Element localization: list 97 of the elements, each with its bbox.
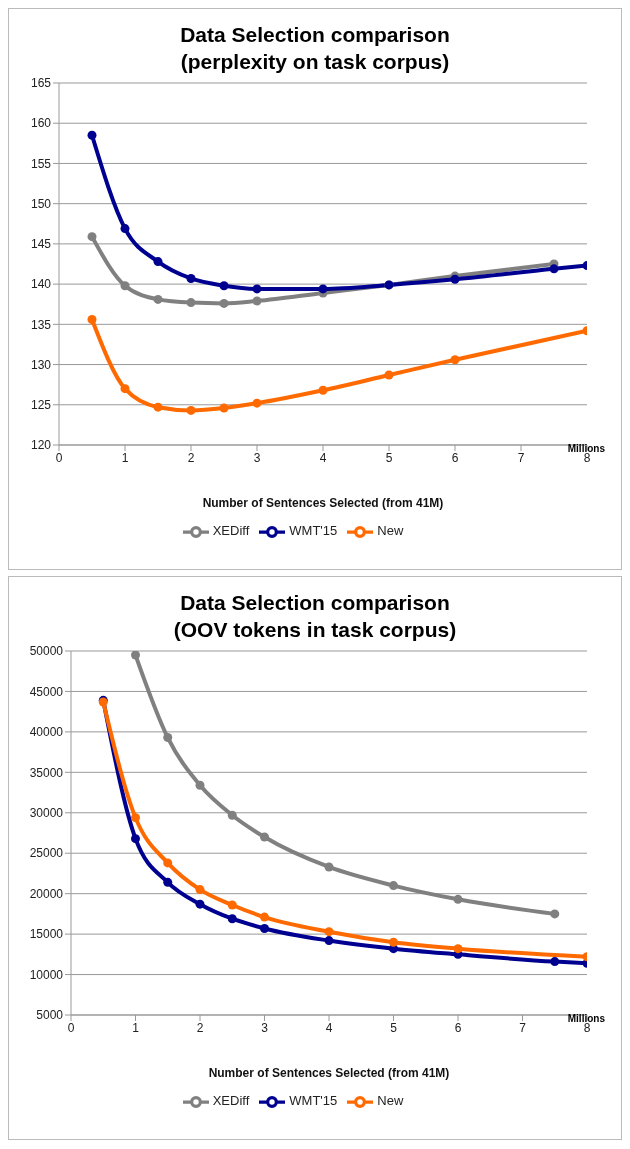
x-tick-label: 7 <box>517 450 525 465</box>
y-tick-label: 140 <box>30 277 52 292</box>
point <box>195 885 205 895</box>
y-tick-label: 25000 <box>29 846 64 861</box>
chart-subtitle: (OOV tokens in task corpus) <box>172 617 458 643</box>
x-tick-label: 7 <box>519 1020 527 1035</box>
legend-label: WMT'15 <box>289 523 338 539</box>
point <box>163 733 173 743</box>
legend-label: XEDiff <box>212 523 250 539</box>
point <box>87 315 97 325</box>
x-tick-label: 1 <box>132 1020 140 1035</box>
x-tick-label: 0 <box>55 450 63 465</box>
x-tick-label: 5 <box>385 450 393 465</box>
y-tick-label: 50000 <box>29 644 64 659</box>
y-tick-label: 10000 <box>29 967 64 982</box>
x-tick-label: 6 <box>454 1020 462 1035</box>
chart-subtitle: (perplexity on task corpus) <box>179 49 451 75</box>
x-tick-label: 3 <box>253 450 261 465</box>
point <box>324 862 334 872</box>
point <box>227 810 237 820</box>
chart-title: Data Selection comparison <box>179 22 451 48</box>
point <box>153 402 163 412</box>
point <box>120 281 130 291</box>
point <box>87 130 97 140</box>
point <box>186 405 196 415</box>
point <box>195 899 205 909</box>
y-tick-label: 145 <box>30 237 52 252</box>
x-tick-label: 0 <box>67 1020 75 1035</box>
y-tick-label: 5000 <box>36 1008 64 1023</box>
chart-title: Data Selection comparison <box>179 590 451 616</box>
point <box>260 912 269 922</box>
y-tick-label: 40000 <box>29 725 64 740</box>
x-tick-label: 6 <box>451 450 459 465</box>
x-tick-label: 1 <box>121 450 129 465</box>
point <box>219 403 229 413</box>
point <box>318 284 328 294</box>
x-tick-label: 5 <box>390 1020 398 1035</box>
y-tick-label: 135 <box>30 317 52 332</box>
point <box>120 224 130 234</box>
legend-label: XEDiff <box>212 1093 250 1109</box>
x-axis-title: Number of Sentences Selected (from 41M) <box>208 1066 450 1080</box>
point <box>153 294 163 304</box>
point <box>87 232 97 242</box>
point <box>549 264 559 274</box>
legend-label: New <box>377 1093 404 1109</box>
point <box>131 651 140 660</box>
point <box>227 900 237 910</box>
point <box>186 298 196 308</box>
point <box>219 298 229 308</box>
legend-label: New <box>377 523 404 539</box>
point <box>550 909 560 919</box>
x-tick-label: 2 <box>196 1020 204 1035</box>
y-tick-label: 165 <box>30 76 52 91</box>
point <box>153 257 163 267</box>
point <box>131 813 140 823</box>
y-tick-label: 125 <box>30 398 52 413</box>
annotation: Millions <box>567 443 605 454</box>
point <box>163 877 173 887</box>
y-tick-label: 20000 <box>29 886 64 901</box>
y-tick-label: 30000 <box>29 806 64 821</box>
x-tick-label: 4 <box>325 1020 333 1035</box>
y-tick-label: 45000 <box>29 684 64 699</box>
x-tick-label: 4 <box>319 450 327 465</box>
y-tick-label: 150 <box>30 196 52 211</box>
x-axis-title: Number of Sentences Selected (from 41M) <box>202 496 444 510</box>
point <box>453 944 463 954</box>
point <box>260 923 269 933</box>
point <box>252 284 262 294</box>
y-tick-label: 35000 <box>29 765 64 780</box>
point <box>453 894 463 904</box>
point <box>384 370 394 380</box>
y-tick-label: 160 <box>30 116 52 131</box>
point <box>195 780 205 790</box>
point <box>450 355 460 365</box>
point <box>324 927 334 937</box>
y-tick-label: 120 <box>30 438 52 453</box>
point <box>260 832 269 842</box>
point <box>219 281 229 291</box>
point <box>252 398 262 408</box>
point <box>318 385 328 395</box>
point <box>120 384 130 394</box>
point <box>389 937 398 947</box>
point <box>131 834 140 844</box>
x-tick-label: 2 <box>187 450 195 465</box>
legend-label: WMT'15 <box>289 1093 338 1109</box>
x-tick-label: 3 <box>261 1020 269 1035</box>
point <box>550 957 560 967</box>
point <box>227 914 237 924</box>
point <box>163 858 173 868</box>
point <box>324 936 334 946</box>
point <box>252 296 262 306</box>
point <box>389 881 398 891</box>
y-tick-label: 155 <box>30 156 52 171</box>
annotation: Millions <box>567 1013 605 1024</box>
y-tick-label: 130 <box>30 357 52 372</box>
y-tick-label: 15000 <box>29 927 64 942</box>
point <box>186 273 196 283</box>
